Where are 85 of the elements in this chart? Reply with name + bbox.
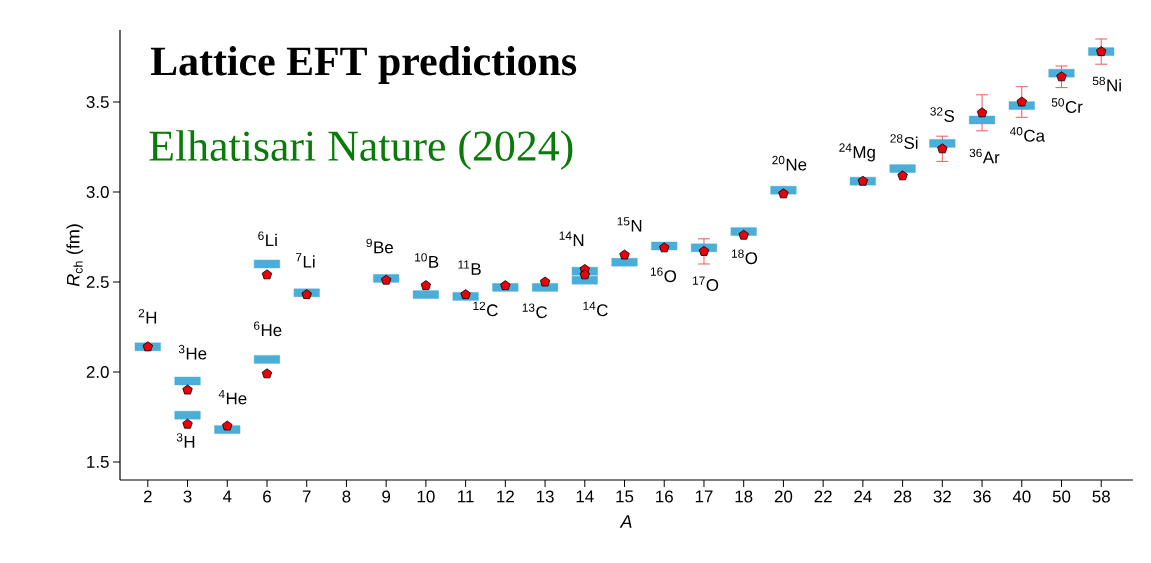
point [142, 341, 153, 352]
annotation: $^{36}$Ar [969, 148, 1000, 164]
annotation: $^{16}$O [650, 267, 677, 283]
x-tick-label: 28 [894, 490, 912, 503]
x-tick-label: 9 [382, 490, 391, 503]
annotation: $^{28}$Si [890, 134, 918, 149]
annotation: $^{6}$Li [258, 231, 277, 247]
point [897, 170, 908, 181]
x-tick-label: 58 [1092, 490, 1110, 503]
point [857, 175, 869, 186]
annotation: $^{6}$He [254, 321, 282, 337]
point [619, 249, 630, 260]
x-tick-label: 20 [774, 490, 793, 503]
point [778, 188, 789, 199]
x-tick-label: 18 [735, 490, 753, 503]
x-axis-title: A [619, 515, 632, 528]
y-tick-label: 3.5 [86, 96, 109, 108]
point [460, 289, 471, 300]
annotation: $^{3}$He [178, 344, 207, 360]
annotation: $^{2}$H [138, 308, 157, 324]
point [937, 143, 948, 154]
x-tick-label: 7 [302, 490, 311, 503]
point [1056, 71, 1067, 82]
annotation: $^{10}$B [415, 253, 439, 268]
annotation: $^{20}$Ne [772, 155, 807, 171]
chart-title: Lattice EFT predictions [150, 46, 577, 84]
point [500, 280, 511, 291]
point [182, 418, 193, 429]
y-tick-label: 3.0 [86, 186, 109, 198]
x-tick-label: 3 [183, 490, 192, 503]
point [976, 107, 988, 118]
x-tick-label: 22 [814, 490, 832, 503]
annotation: $^{18}$O [731, 249, 758, 265]
annotation: $^{15}$N [617, 217, 642, 232]
x-tick-label: 4 [222, 490, 232, 503]
point [659, 242, 670, 253]
point [261, 269, 273, 280]
annotation: $^{40}$Ca [1009, 127, 1046, 142]
y-tick-label: 2.5 [86, 276, 109, 288]
annotation: $^{32}$S [930, 107, 955, 122]
annotation: $^{24}$Mg [839, 143, 875, 162]
x-tick-label: 6 [263, 490, 271, 503]
x-tick-label: 32 [933, 490, 951, 503]
x-tick-label: 15 [616, 490, 634, 503]
x-tick-label: 14 [576, 490, 594, 503]
x-tick-label: 8 [342, 490, 351, 503]
annotation: $^{17}$O [693, 276, 719, 292]
x-tick-label: 2 [143, 490, 152, 503]
text: Elhatisari Nature (2024) [149, 130, 573, 170]
point [420, 280, 432, 291]
y-axis-title: R$_{ch}$ (fm) [66, 224, 84, 287]
point [1016, 96, 1027, 107]
x-tick-label: 16 [656, 490, 673, 503]
annotation: $^{9}$Be [366, 238, 393, 254]
annotation: $^{14}$C [583, 301, 608, 317]
annotation: $^{13}$C [522, 303, 548, 319]
point [222, 420, 233, 431]
point [381, 274, 392, 285]
annotation: $^{12}$C [473, 301, 498, 317]
point [301, 289, 312, 300]
y-tick-label: 2.0 [86, 366, 109, 378]
point [738, 229, 749, 240]
x-tick-label: 24 [854, 490, 872, 503]
x-tick-label: 36 [973, 490, 991, 503]
annotation: $^{14}$N [559, 231, 584, 246]
x-tick-label: 13 [536, 490, 554, 503]
point [698, 246, 710, 256]
annotation: $^{4}$He [218, 389, 247, 405]
annotation: $^{3}$H [176, 433, 195, 448]
x-tick-label: 11 [458, 490, 474, 503]
annotation: $^{11}$B [458, 260, 481, 275]
x-tick-label: 40 [1012, 490, 1031, 503]
y-tick-label: 1.5 [87, 456, 109, 468]
x-tick-label: 12 [497, 490, 514, 503]
x-tick-label: 50 [1052, 490, 1071, 503]
point [261, 368, 273, 379]
point [539, 276, 551, 287]
x-tick-label: 17 [695, 490, 713, 503]
x-tick-label: 10 [417, 490, 435, 503]
point [182, 384, 193, 395]
annotation: $^{7}$Li [295, 253, 315, 268]
annotation: $^{58}$Ni [1092, 76, 1121, 92]
point [1096, 46, 1107, 57]
point [579, 269, 590, 280]
annotation: $^{50}$Cr [1051, 98, 1083, 113]
